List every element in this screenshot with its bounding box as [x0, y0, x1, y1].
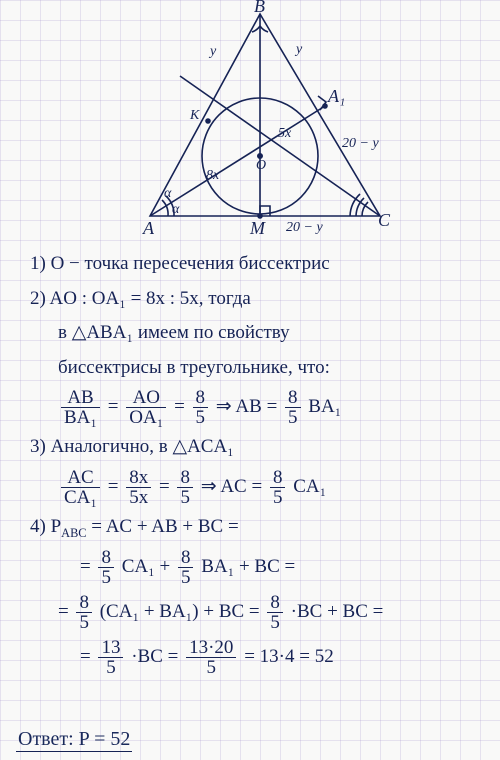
- label-K: K: [190, 108, 199, 124]
- diagram-svg: [110, 6, 390, 246]
- geometry-diagram: A B C O M A₁ K y y 20 − y 20 − y 8x 5x α…: [110, 6, 390, 246]
- seg-20y-bottom: 20 − y: [286, 220, 323, 236]
- line-10: = 85 (CA₁ + BA₁) + BC = 85 ·BC + BC =: [58, 593, 480, 632]
- line-6: 3) Аналогично, в △ACA₁: [30, 433, 480, 462]
- eq-1: ABBA₁ = AOOA₁ = 85 ⇒ AB = 85 BA₁: [58, 388, 480, 427]
- seg-8x: 8x: [206, 168, 219, 184]
- point-A1: [323, 104, 327, 108]
- line-3: в △ABA₁ имеем по свойству: [58, 319, 480, 348]
- seg-y-left: y: [210, 44, 216, 60]
- seg-20y-right: 20 − y: [342, 136, 379, 152]
- label-M: M: [250, 218, 265, 239]
- label-C: C: [378, 210, 390, 231]
- line-8: 4) PABC = AC + AB + BC =: [30, 513, 480, 542]
- line-2: 2) AO : OA₁ = 8x : 5x, тогда: [30, 285, 480, 314]
- label-O: O: [256, 158, 266, 174]
- page: A B C O M A₁ K y y 20 − y 20 − y 8x 5x α…: [0, 0, 500, 760]
- point-K: [206, 119, 210, 123]
- answer-line: Ответ: P = 52: [16, 728, 132, 752]
- seg-5x: 5x: [278, 126, 291, 142]
- label-A1: A₁: [328, 86, 345, 107]
- line-1: 1) O − точка пересечения биссектрис: [30, 250, 480, 279]
- line-11: = 135 ·BC = 13·205 = 13·4 = 52: [80, 638, 480, 677]
- alpha-right: α: [172, 202, 179, 218]
- alpha-left: α: [164, 186, 171, 202]
- line-9: = 85 CA₁ + 85 BA₁ + BC =: [80, 548, 480, 587]
- line-4: биссектрисы в треугольнике, что:: [58, 354, 480, 383]
- eq-2: ACCA₁ = 8x5x = 85 ⇒ AC = 85 CA₁: [58, 468, 480, 507]
- label-B: B: [254, 0, 265, 17]
- label-A: A: [143, 218, 154, 239]
- solution-text: 1) O − точка пересечения биссектрис 2) A…: [30, 248, 480, 683]
- seg-y-right: y: [296, 42, 302, 58]
- triangle: [150, 14, 380, 216]
